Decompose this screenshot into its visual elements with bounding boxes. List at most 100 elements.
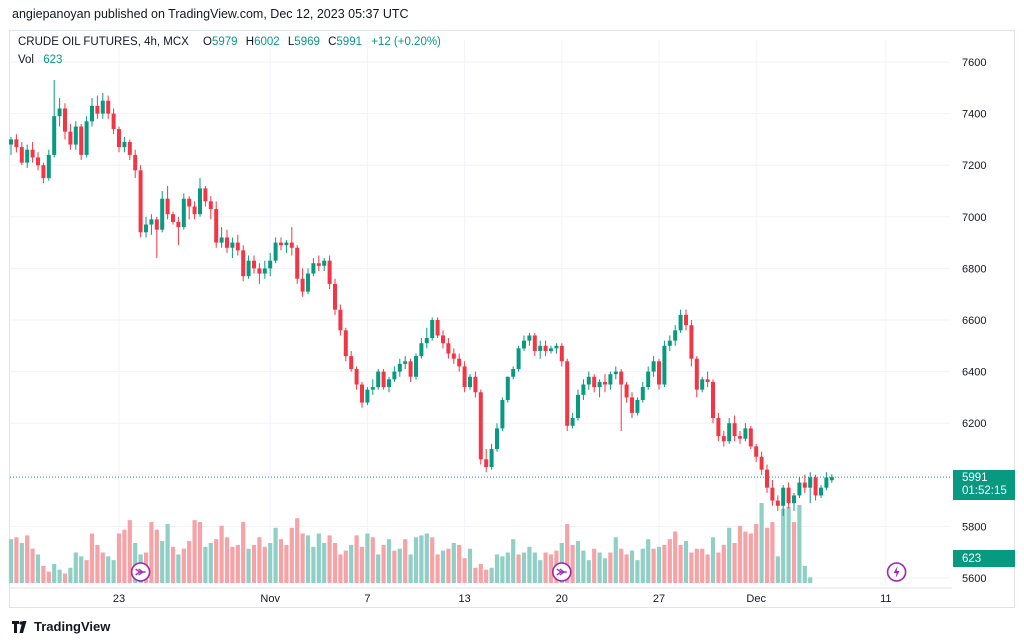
candle	[549, 345, 553, 354]
candle	[19, 141, 24, 166]
volume-bar	[727, 527, 732, 583]
volume-bar	[30, 548, 35, 583]
dividend-event-icon[interactable]	[551, 562, 572, 582]
volume-bar	[764, 527, 770, 583]
candle	[192, 201, 197, 220]
volume-bar	[381, 544, 386, 583]
volume-bar	[440, 550, 446, 583]
volume-bar	[111, 560, 116, 583]
y-tick-label: 7200	[962, 160, 986, 172]
volume-bar	[370, 537, 375, 583]
candle	[489, 443, 494, 470]
volume-bar	[95, 544, 100, 583]
candle	[63, 103, 67, 140]
volume-bar	[235, 544, 240, 583]
volume-bar	[732, 543, 737, 583]
volume-bar	[484, 569, 489, 583]
candle	[603, 374, 607, 393]
lightning-event-icon[interactable]	[886, 562, 907, 582]
candle	[754, 443, 759, 462]
candle	[819, 485, 823, 499]
volume-bar	[386, 539, 392, 583]
volume-bar	[656, 546, 662, 583]
candle	[424, 327, 429, 349]
dividend-event-icon[interactable]	[130, 562, 151, 582]
volume-bar	[651, 548, 656, 583]
volume-bar	[376, 554, 381, 583]
candle	[592, 374, 597, 393]
candle	[333, 278, 337, 315]
candle	[527, 332, 532, 346]
volume-bar	[581, 550, 586, 583]
volume-bar	[100, 552, 105, 583]
candle	[775, 495, 780, 511]
volume-bar	[710, 537, 716, 583]
volume-bar	[521, 552, 527, 583]
volume-bar	[500, 556, 505, 583]
volume-bar	[343, 550, 348, 583]
candle	[613, 366, 618, 380]
volume-bar	[770, 522, 775, 583]
candle	[381, 369, 386, 390]
candle	[246, 255, 251, 279]
x-tick-label: 7	[364, 593, 370, 605]
volume-bar	[565, 523, 570, 583]
candle	[451, 348, 456, 364]
volume-bars	[8, 503, 813, 583]
candle	[559, 343, 564, 367]
volume-bar	[68, 567, 73, 583]
volume-bar	[700, 548, 705, 583]
volume-bar	[295, 518, 300, 583]
y-tick-label: 6400	[962, 367, 986, 379]
candle	[165, 185, 170, 220]
candle	[813, 474, 818, 501]
footer-brand-text: TradingView	[34, 619, 111, 634]
tradingview-logo-icon	[12, 620, 27, 633]
candle	[225, 229, 229, 253]
candle	[689, 320, 694, 367]
volume-bar	[160, 541, 165, 583]
candle	[68, 123, 73, 150]
chart-frame[interactable]	[9, 30, 1015, 608]
candle	[495, 423, 499, 452]
volume-label[interactable]: Vol	[18, 54, 34, 66]
volume-bar	[106, 556, 111, 583]
candle	[84, 116, 89, 158]
candle	[435, 317, 440, 339]
volume-bar	[462, 558, 467, 583]
symbol-label[interactable]: CRUDE OIL FUTURES, 4h, MCX	[18, 36, 189, 48]
candle	[684, 309, 688, 331]
volume-bar	[446, 548, 451, 583]
candle	[9, 136, 13, 155]
candle	[144, 216, 148, 238]
candle	[792, 492, 796, 511]
candle	[700, 376, 705, 393]
x-tick-label: 20	[556, 593, 568, 605]
footer-brand[interactable]: TradingView	[12, 619, 110, 634]
candle	[738, 430, 742, 444]
volume-bar	[505, 552, 510, 583]
candle	[678, 309, 683, 333]
candle	[441, 330, 445, 349]
volume-bar	[624, 554, 629, 583]
volume-bar	[241, 522, 246, 583]
candle	[181, 193, 186, 230]
candle	[316, 255, 321, 271]
candle	[100, 92, 105, 119]
volume-bar	[354, 535, 359, 583]
candle	[311, 258, 316, 277]
candle	[349, 350, 354, 372]
candle	[322, 258, 327, 271]
volume-bar	[608, 552, 613, 583]
volume-bar	[14, 537, 19, 583]
candle	[57, 98, 62, 127]
volume-bar	[548, 554, 554, 583]
candle	[711, 379, 715, 424]
volume-bar	[689, 552, 694, 583]
candle	[370, 379, 375, 395]
event-markers	[130, 562, 907, 582]
volume-bar	[181, 548, 186, 583]
candle	[268, 252, 273, 277]
candle	[14, 134, 19, 153]
